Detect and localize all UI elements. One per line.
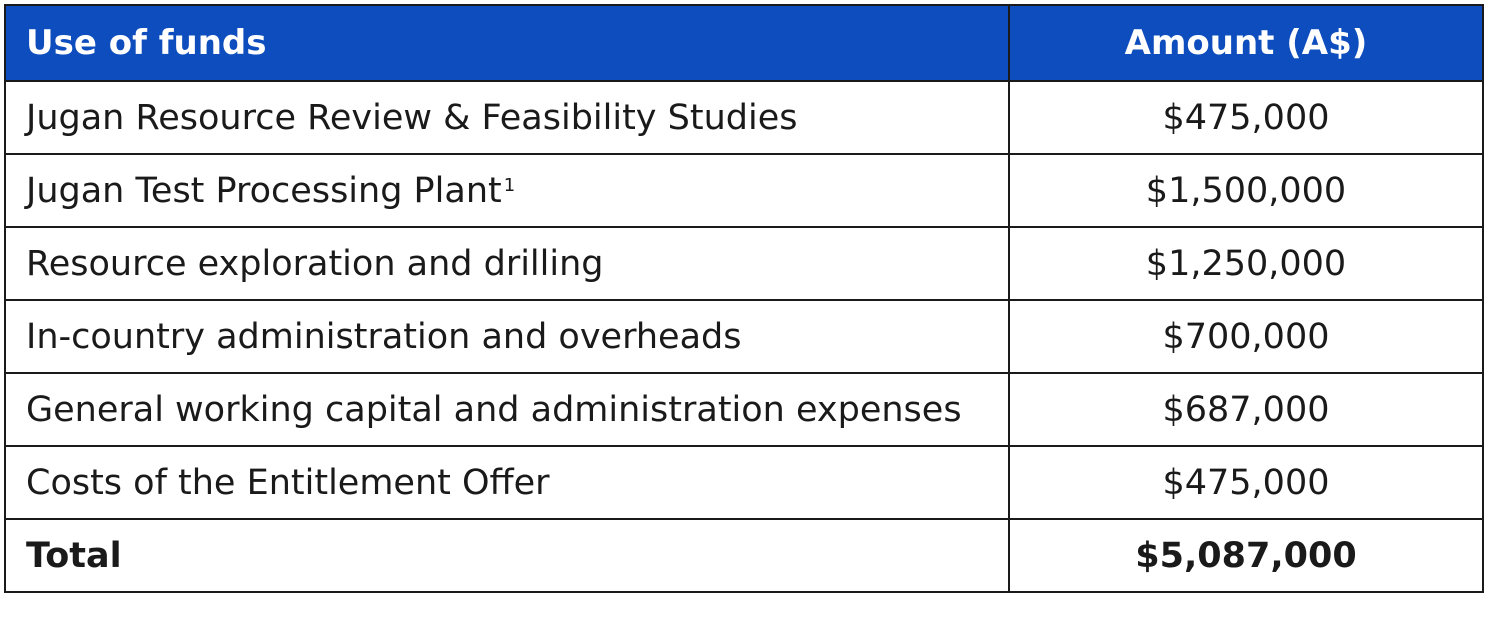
row-item-label: General working capital and administrati… <box>4 372 1010 447</box>
total-amount: $5,087,000 <box>1008 518 1484 593</box>
row-item-label: Jugan Resource Review & Feasibility Stud… <box>4 80 1010 155</box>
row-amount: $475,000 <box>1008 80 1484 155</box>
use-of-funds-table: Use of funds Amount (A$) Jugan Resource … <box>4 4 1484 593</box>
table-header: Use of funds Amount (A$) <box>4 4 1484 82</box>
row-item-label: In-country administration and overheads <box>4 299 1010 374</box>
footnote-marker: 1 <box>503 174 516 196</box>
table-row: Costs of the Entitlement Offer $475,000 <box>4 445 1484 520</box>
total-row: Total $5,087,000 <box>4 518 1484 593</box>
row-amount: $1,500,000 <box>1008 153 1484 228</box>
use-of-funds-table-wrapper: Use of funds Amount (A$) Jugan Resource … <box>4 4 1484 593</box>
table-row: General working capital and administrati… <box>4 372 1484 447</box>
table-row: Jugan Test Processing Plant 1 $1,500,000 <box>4 153 1484 228</box>
row-item-label: Jugan Test Processing Plant 1 <box>4 153 1010 228</box>
table-body: Jugan Resource Review & Feasibility Stud… <box>4 80 1484 593</box>
row-item-label: Costs of the Entitlement Offer <box>4 445 1010 520</box>
total-label: Total <box>4 518 1010 593</box>
row-item-label: Resource exploration and drilling <box>4 226 1010 301</box>
row-amount: $1,250,000 <box>1008 226 1484 301</box>
row-amount: $700,000 <box>1008 299 1484 374</box>
table-row: Jugan Resource Review & Feasibility Stud… <box>4 80 1484 155</box>
table-row: In-country administration and overheads … <box>4 299 1484 374</box>
header-use-of-funds: Use of funds <box>4 4 1010 82</box>
header-amount: Amount (A$) <box>1008 4 1484 82</box>
row-amount: $687,000 <box>1008 372 1484 447</box>
table-row: Resource exploration and drilling $1,250… <box>4 226 1484 301</box>
header-row: Use of funds Amount (A$) <box>4 4 1484 82</box>
row-amount: $475,000 <box>1008 445 1484 520</box>
